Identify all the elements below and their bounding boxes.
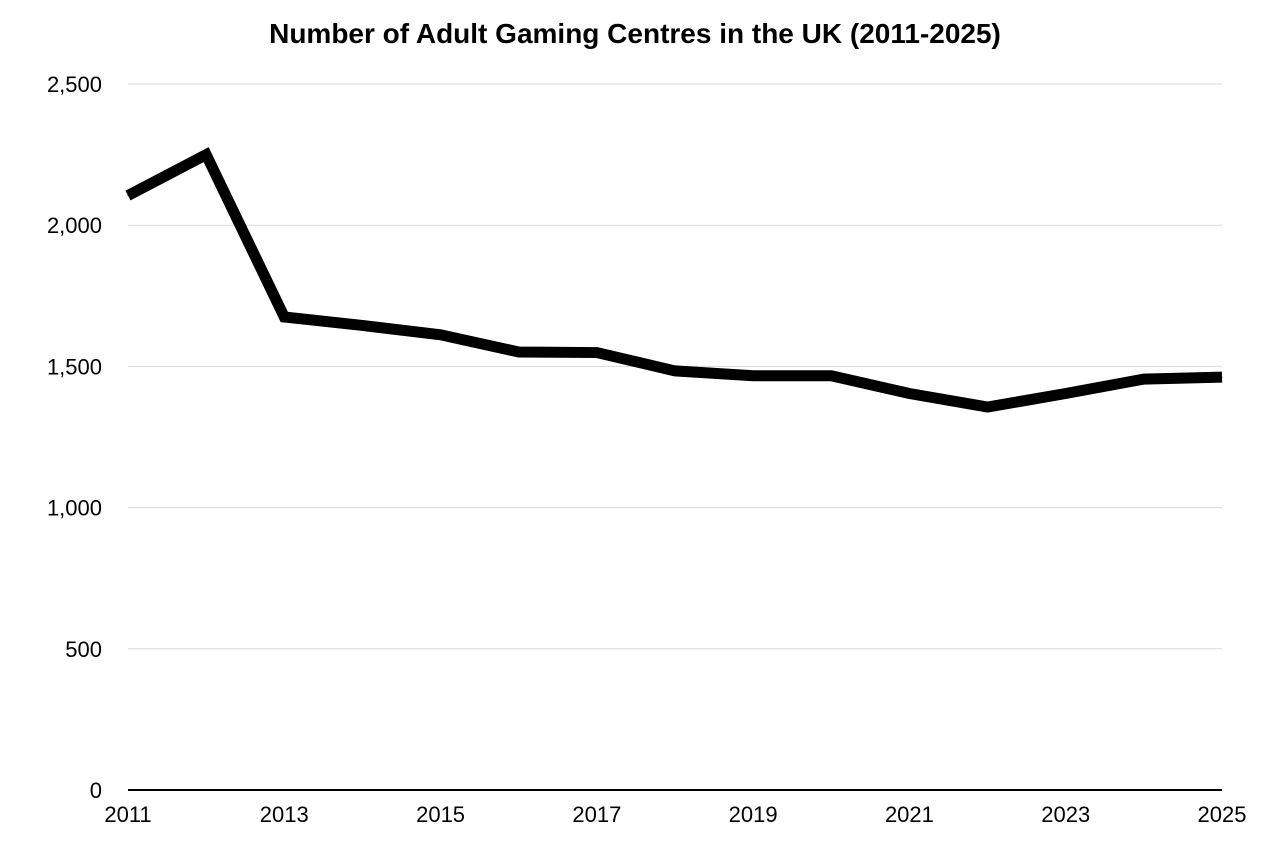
data-point-2016 bbox=[518, 351, 520, 353]
data-point-2019 bbox=[752, 375, 754, 377]
y-tick-label-2000: 2,000 bbox=[47, 213, 102, 238]
data-point-2021 bbox=[908, 393, 910, 395]
data-point-2018 bbox=[674, 370, 676, 372]
x-tick-label-2011: 2011 bbox=[104, 802, 151, 827]
data-point-2012 bbox=[205, 154, 207, 156]
data-point-2025 bbox=[1221, 376, 1223, 378]
x-tick-label-2019: 2019 bbox=[729, 802, 778, 827]
y-tick-label-0: 0 bbox=[90, 778, 102, 803]
y-tick-label-1500: 1,500 bbox=[47, 354, 102, 379]
x-tick-label-2023: 2023 bbox=[1041, 802, 1090, 827]
chart-title: Number of Adult Gaming Centres in the UK… bbox=[269, 18, 1001, 49]
data-point-2015 bbox=[440, 334, 442, 336]
series bbox=[125, 147, 1223, 413]
data-point-2022 bbox=[987, 406, 989, 408]
y-tick-labels: 0 500 1,000 1,500 2,000 2,500 bbox=[47, 72, 102, 803]
data-point-2013 bbox=[283, 316, 285, 318]
x-tick-label-2015: 2015 bbox=[416, 802, 465, 827]
y-tick-label-2500: 2,500 bbox=[47, 72, 102, 97]
y-tick-label-1000: 1,000 bbox=[47, 496, 102, 521]
x-tick-label-2025: 2025 bbox=[1198, 802, 1247, 827]
x-tick-label-2013: 2013 bbox=[260, 802, 309, 827]
y-tick-label-500: 500 bbox=[65, 637, 102, 662]
data-point-2020 bbox=[830, 375, 832, 377]
x-tick-label-2017: 2017 bbox=[572, 802, 621, 827]
series-line-0 bbox=[125, 147, 1223, 413]
data-point-2023 bbox=[1065, 393, 1067, 395]
data-point-2014 bbox=[361, 324, 363, 326]
data-point-2011 bbox=[127, 195, 129, 197]
data-point-2024 bbox=[1143, 378, 1145, 380]
data-point-2017 bbox=[596, 352, 598, 354]
x-tick-label-2021: 2021 bbox=[885, 802, 934, 827]
x-tick-labels: 2011 2013 2015 2017 2019 2021 2023 2025 bbox=[104, 802, 1246, 827]
